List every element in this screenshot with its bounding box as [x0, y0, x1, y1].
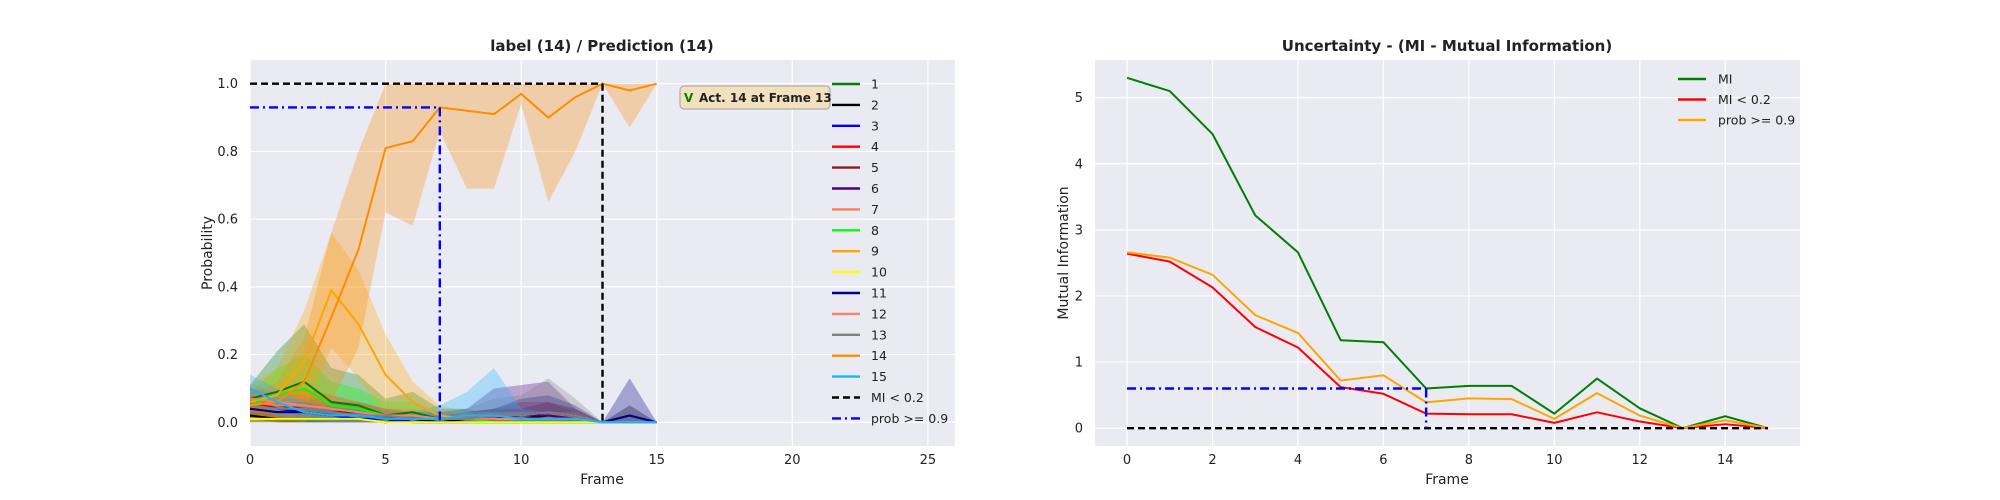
- mi-legend: MI MI < 0.2 prob >= 0.9: [1678, 72, 1795, 128]
- legend-label-mi-0-2: MI < 0.2: [871, 390, 924, 405]
- mi-x-tick-label: 2: [1208, 453, 1216, 468]
- legend-label-6: 6: [871, 181, 879, 196]
- legend-label-13: 13: [871, 327, 887, 342]
- probability-x-tick-label: 20: [784, 453, 801, 468]
- mi-legend-label-mi: MI: [1718, 72, 1732, 87]
- mi-legend-label-mi-0-2: MI < 0.2: [1718, 92, 1771, 107]
- probability-y-axis-label: Probability: [200, 216, 216, 290]
- mi-y-tick-label: 2: [1075, 289, 1083, 304]
- annotation-check-mark: V: [684, 91, 694, 105]
- probability-lines: [249, 82, 657, 424]
- probability-series-10: [250, 417, 657, 424]
- mi-y-tick-label: 1: [1075, 356, 1083, 371]
- probability-x-tick-label: 5: [381, 453, 389, 468]
- legend-label-8: 8: [871, 223, 879, 238]
- probability-reference-lines: [250, 82, 604, 423]
- probability-x-tick-label: 15: [648, 453, 665, 468]
- mi-legend-label-prob-0-9: prob >= 0.9: [1718, 113, 1795, 128]
- probability-series-14: [249, 82, 657, 407]
- probability-band-1: [250, 324, 657, 423]
- mi-grid: [1095, 60, 1800, 446]
- mi-series-prob-0-9: [1126, 251, 1769, 430]
- legend-label-4: 4: [871, 139, 879, 154]
- mi-y-tick-label: 0: [1075, 422, 1083, 437]
- mi-x-tick-label: 12: [1631, 453, 1648, 468]
- legend-label-11: 11: [871, 286, 887, 301]
- legend-label-9: 9: [871, 244, 879, 259]
- mi-chart-title: Uncertainty - (MI - Mutual Information): [1282, 37, 1612, 55]
- probability-x-tick-label: 25: [920, 453, 937, 468]
- mi-x-ticks: 0 2 4 6 8 10 12 14: [1123, 453, 1734, 468]
- mi-y-tick-label: 3: [1075, 223, 1083, 238]
- mi-y-tick-label: 4: [1075, 157, 1083, 172]
- mi-series-mi-0-2: [1126, 252, 1769, 430]
- probability-x-tick-label: 0: [246, 453, 254, 468]
- legend-label-12: 12: [871, 306, 887, 321]
- legend-label-15: 15: [871, 369, 887, 384]
- mi-lines: [1126, 76, 1769, 430]
- activity-annotation: V Act. 14 at Frame 13: [679, 85, 832, 110]
- probability-y-tick-label: 0.8: [217, 145, 238, 160]
- mi-x-tick-label: 0: [1123, 453, 1131, 468]
- probability-y-tick-label: 0.6: [217, 213, 238, 228]
- probability-x-axis-label: Frame: [580, 472, 624, 488]
- legend-label-5: 5: [871, 160, 879, 175]
- mi-x-tick-label: 10: [1546, 453, 1563, 468]
- probability-y-tick-label: 0.4: [217, 280, 238, 295]
- mi-series-mi: [1126, 76, 1769, 430]
- probability-y-tick-label: 0.0: [217, 416, 238, 431]
- mi-x-tick-label: 4: [1294, 453, 1302, 468]
- mi-x-tick-label: 6: [1379, 453, 1387, 468]
- legend-label-14: 14: [871, 348, 887, 363]
- legend-label-1: 1: [871, 77, 879, 92]
- legend-label-prob-0-9: prob >= 0.9: [871, 411, 948, 426]
- mi-x-tick-label: 14: [1717, 453, 1734, 468]
- probability-series-15: [249, 387, 657, 424]
- probability-x-ticks: 0 5 10 15 20 25: [246, 453, 936, 468]
- legend-label-2: 2: [871, 97, 879, 112]
- mi-x-axis-label: Frame: [1425, 472, 1469, 488]
- probability-band-9: [250, 232, 657, 423]
- probability-y-tick-label: 1.0: [217, 77, 238, 92]
- legend-label-3: 3: [871, 118, 879, 133]
- probability-series-13: [249, 404, 657, 424]
- annotation-box: [679, 85, 831, 110]
- annotation-text: Act. 14 at Frame 13: [699, 91, 832, 105]
- probability-chart: 0 5 10 15 20 25 0.00.20.40.60.81.0 label (14)…: [200, 37, 955, 488]
- probability-chart-title: label (14) / Prediction (14): [490, 37, 713, 55]
- probability-y-ticks: 0.0 0.2 0.4 0.6 0.8 1.0: [217, 77, 238, 431]
- probability-y-tick-label: 0.2: [217, 348, 238, 363]
- probability-x-tick-label: 10: [513, 453, 530, 468]
- mi-y-ticks: 0 1 2 3 4 5: [1075, 91, 1083, 436]
- mi-y-axis-label: Mutual Information: [1056, 186, 1072, 319]
- legend-label-7: 7: [871, 202, 879, 217]
- legend-label-10: 10: [871, 265, 887, 280]
- mi-y-tick-label: 5: [1075, 91, 1083, 106]
- probability-band-14: [250, 83, 657, 423]
- mi-reference-lines: [1127, 387, 1768, 430]
- mi-x-tick-label: 8: [1465, 453, 1473, 468]
